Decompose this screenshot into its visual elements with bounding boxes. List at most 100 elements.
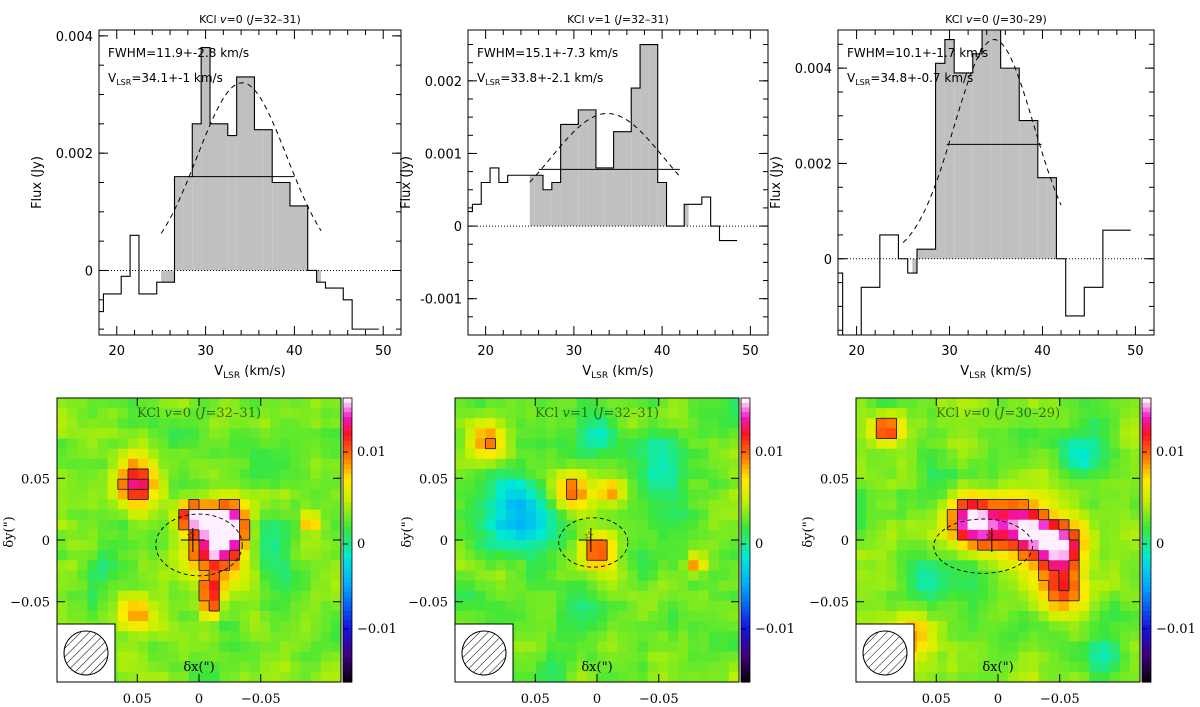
map-pixel <box>1058 529 1070 541</box>
map-pixel <box>1079 479 1090 490</box>
colorbar-segment <box>741 677 750 683</box>
map-pixel <box>597 540 608 551</box>
map-pixel <box>67 540 78 551</box>
map-pixel <box>607 458 618 470</box>
map-pixel <box>698 398 710 409</box>
map-pixel <box>87 560 99 572</box>
map-pixel <box>987 479 999 490</box>
map-pixel <box>927 519 938 531</box>
map-pixel <box>290 580 302 592</box>
map-pixel <box>906 418 918 430</box>
map-pixel <box>927 458 938 470</box>
map-pixel <box>586 418 598 430</box>
map-pixel <box>586 550 598 561</box>
map-pixel <box>505 580 517 592</box>
colorbar-segment <box>1142 440 1151 446</box>
map-pixel <box>916 418 928 430</box>
map-pixel <box>998 651 1009 663</box>
map-pixel <box>526 661 537 673</box>
map-pixel <box>708 469 720 480</box>
map-pixel <box>718 621 730 632</box>
map-pixel <box>199 671 210 682</box>
colorbar-segment <box>741 554 750 560</box>
map-pixel <box>927 570 938 582</box>
map-pixel <box>270 398 281 409</box>
map-pixel <box>465 529 476 541</box>
map-pixel <box>856 550 867 561</box>
map-pixel <box>485 489 497 501</box>
colorbar-segment <box>343 648 352 655</box>
map-pixel <box>987 509 999 521</box>
map-pixel <box>678 519 689 531</box>
map-pixel <box>97 469 109 480</box>
map-pixel <box>607 671 618 682</box>
map-pixel <box>1028 489 1040 501</box>
map-pixel <box>896 408 908 419</box>
map-pixel <box>178 550 190 561</box>
map-pixel <box>87 398 99 409</box>
map-pixel <box>597 641 608 653</box>
colorbar-segment <box>343 535 352 541</box>
map-pixel <box>1099 448 1111 460</box>
colorbar-segment <box>1142 487 1151 494</box>
map-pixel <box>259 560 271 572</box>
map-pixel <box>1058 489 1070 501</box>
map-pixel <box>916 560 928 572</box>
map-pixel <box>1028 479 1040 490</box>
map-pixel <box>977 408 989 419</box>
map-pixel <box>698 509 710 521</box>
map-pixel <box>607 550 618 561</box>
map-pixel <box>1038 499 1050 511</box>
colorbar-segment <box>1142 473 1151 480</box>
colorbar-segment <box>343 582 352 588</box>
map-pixel <box>617 570 629 582</box>
map-pixel <box>556 651 568 663</box>
map-pixel <box>280 641 291 653</box>
map-pixel <box>886 408 898 419</box>
map-pixel <box>678 641 689 653</box>
colorbar: 0.010−0.01 <box>740 397 795 683</box>
y-axis-label: Flux (Jy) <box>399 156 414 209</box>
map-pixel <box>647 519 659 531</box>
map-pixel <box>678 408 689 419</box>
map-pixel <box>515 479 527 490</box>
map-pixel <box>515 641 527 653</box>
map-pixel <box>718 570 730 582</box>
x-tick-label: 20 <box>108 344 125 359</box>
map-pixel <box>1109 448 1121 460</box>
map-pixel <box>97 550 109 561</box>
map-pixel <box>627 580 639 592</box>
map-pixel <box>239 570 251 582</box>
map-pixel <box>886 580 898 592</box>
map-pixel <box>597 418 608 430</box>
map-pixel <box>219 621 231 632</box>
map-pixel <box>957 408 969 419</box>
map-pixel <box>947 398 959 409</box>
colorbar-segment <box>343 454 352 461</box>
map-pixel <box>280 590 291 602</box>
colorbar-segment <box>343 568 352 574</box>
map-pixel <box>57 529 68 541</box>
map-pixel <box>617 448 629 460</box>
map-pixel <box>1069 489 1080 501</box>
map-pixel <box>209 448 220 460</box>
map-pixel <box>856 469 867 480</box>
map-pixel <box>320 489 332 501</box>
map-pixel <box>280 631 291 643</box>
map-pixel <box>249 448 261 460</box>
colorbar-segment <box>343 663 352 669</box>
map-pixel <box>708 438 720 450</box>
map-pixel <box>627 590 639 602</box>
map-pixel <box>485 479 497 490</box>
map-pixel <box>290 621 302 632</box>
map-pixel <box>876 418 888 430</box>
map-pixel <box>178 671 190 682</box>
map-pixel <box>927 448 938 460</box>
map-pixel <box>1099 408 1111 419</box>
colorbar-segment <box>343 440 352 446</box>
map-pixel <box>158 469 170 480</box>
map-pixel <box>77 479 89 490</box>
map-pixel <box>188 631 200 643</box>
map-pixel <box>1089 550 1101 561</box>
map-pixel <box>188 519 200 531</box>
